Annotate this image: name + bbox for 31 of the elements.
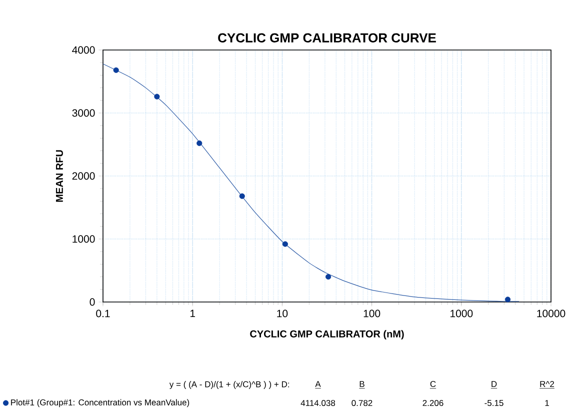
y-axis-title: MEAN RFU [56, 150, 63, 202]
text: D [492, 381, 497, 387]
x-tick-label: 0.1 [96, 310, 110, 318]
x-tick-label: 10 [277, 310, 288, 318]
y-tick-label: 0 [90, 298, 95, 306]
text: 0.782 [352, 400, 372, 406]
point [282, 241, 288, 247]
y-tick-label: 2000 [72, 172, 95, 180]
point [196, 140, 202, 146]
x-axis-title: CYCLIC GMP CALIBRATOR (nM) [250, 330, 404, 340]
y-tick-label: 4000 [72, 46, 95, 54]
chart-title: CYCLIC GMP CALIBRATOR CURVE [218, 33, 436, 42]
point [239, 193, 245, 199]
text: B [360, 381, 364, 387]
text: 4114.038 [300, 400, 336, 406]
x-tick-label: 1000 [450, 310, 473, 318]
legend-label: Plot#1 (Group#1: Concentration vs MeanValue) [11, 399, 190, 408]
text: C [430, 380, 436, 388]
point [154, 94, 160, 100]
x-tick-label: 10000 [537, 310, 566, 318]
point [326, 274, 332, 280]
y-tick-label: 1000 [72, 235, 95, 243]
y-tick-label: 3000 [72, 109, 95, 117]
text: y = ( (A - D)/(1 + (x/C)^B ) ) + D: [169, 381, 290, 389]
x-tick-label: 100 [364, 310, 380, 318]
text: 2.206 [422, 400, 444, 406]
text: A [315, 381, 321, 387]
x-tick-label: 1 [190, 310, 195, 318]
text: -5.15 [484, 400, 504, 406]
text: R^2 [540, 381, 554, 387]
text: 1 [545, 400, 549, 406]
